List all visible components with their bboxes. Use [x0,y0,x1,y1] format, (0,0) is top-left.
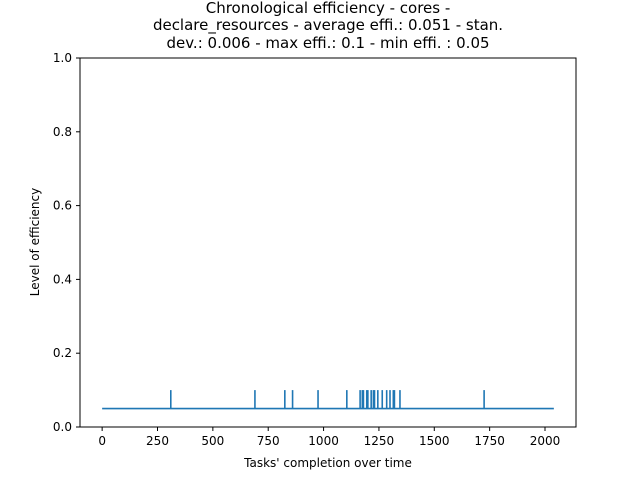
axes-frame [79,57,577,428]
x-tick-label: 500 [201,434,224,448]
x-tick-label: 1500 [419,434,450,448]
chart-title: Chronological efficiency - cores - decla… [153,0,503,52]
chart-title-line-3: dev.: 0.006 - max effi.: 0.1 - min effi.… [166,34,489,52]
y-tick-label: 0.4 [53,272,72,286]
y-tick-label: 1.0 [53,51,72,65]
y-tick-label: 0.2 [53,346,72,360]
x-tick-label: 250 [146,434,169,448]
x-tick-label: 0 [98,434,106,448]
x-axis-label: Tasks' completion over time [243,456,412,470]
x-tick-label: 1000 [308,434,339,448]
y-axis-label: Level of efficiency [28,188,42,296]
y-tick-label: 0.0 [53,420,72,434]
chart-title-line-1: Chronological efficiency - cores - [206,0,451,17]
chart-title-line-2: declare_resources - average effi.: 0.051… [153,16,503,35]
x-tick-label: 1250 [364,434,395,448]
series-layer [102,390,554,410]
y-tick-label: 0.6 [53,199,72,213]
y-axis-ticks: 0.0 0.2 0.4 0.6 0.8 1.0 [53,51,80,434]
x-tick-label: 750 [257,434,280,448]
x-tick-label: 1750 [474,434,505,448]
x-axis-ticks: 0 250 500 750 1000 1250 1500 1750 2000 [98,427,560,448]
y-tick-label: 0.8 [53,125,72,139]
x-tick-label: 2000 [530,434,561,448]
